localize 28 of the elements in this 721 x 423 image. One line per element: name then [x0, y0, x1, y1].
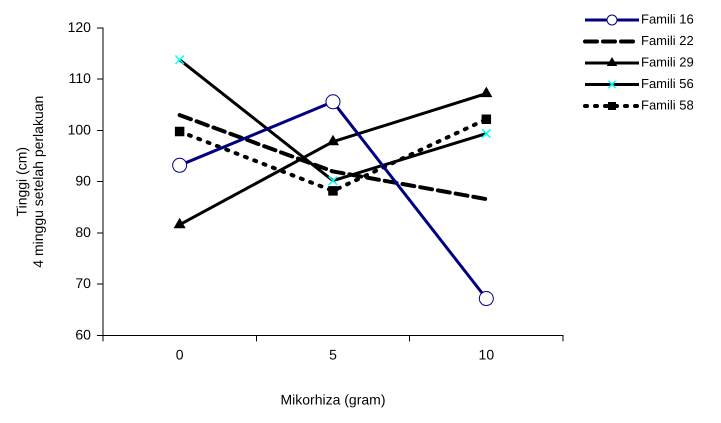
y-tick-label: 80: [75, 224, 92, 240]
y-tick-label: 90: [75, 172, 92, 189]
y-tick-label: 60: [75, 326, 92, 342]
y-tick-label: 70: [75, 275, 92, 292]
point: [172, 158, 188, 173]
point: [325, 94, 340, 110]
point: [327, 135, 339, 146]
point: [480, 87, 492, 98]
y-tick-label: 110: [68, 70, 92, 86]
point: [174, 126, 184, 136]
point: [481, 128, 492, 139]
legend-label: Famili 29: [641, 54, 694, 70]
y-tick-label: 100: [68, 121, 92, 138]
point: [478, 291, 494, 306]
point: [174, 54, 185, 65]
x-tick-label: 10: [478, 346, 494, 363]
point: [328, 186, 338, 196]
y-tick-label: 120: [68, 18, 92, 35]
y-axis-title: Tinggi (cm) 4 minggu setelah perlakuan: [13, 96, 46, 268]
legend-label: Famili 16: [641, 12, 694, 27]
x-tick-label: 0: [176, 346, 184, 363]
legend-label: Famili 22: [641, 33, 694, 48]
x-tick-label: 5: [329, 346, 338, 363]
point: [328, 176, 338, 186]
legend-label: Famili 56: [641, 76, 694, 92]
legend-label: Famili 58: [641, 98, 694, 113]
point: [482, 114, 492, 124]
x-axis-title: Mikorhiza (gram): [280, 391, 386, 408]
